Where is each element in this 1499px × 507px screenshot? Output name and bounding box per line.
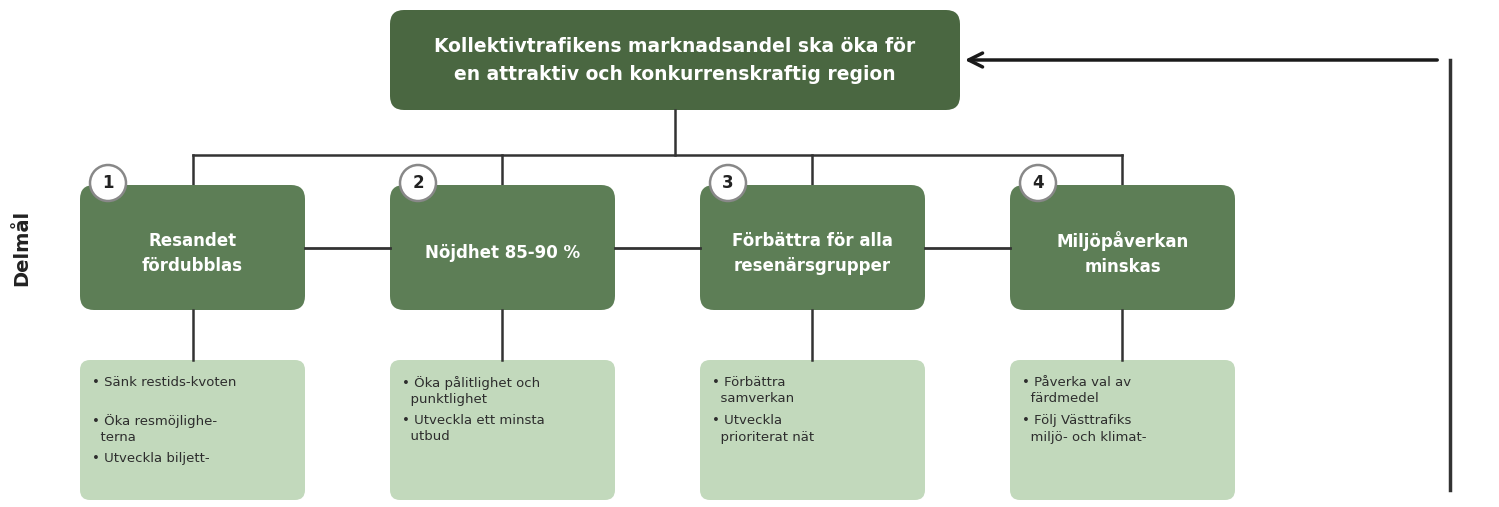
Text: • Påverka val av
  färdmedel: • Påverka val av färdmedel	[1022, 376, 1132, 406]
Text: • Följ Västtrafiks
  miljö- och klimat-: • Följ Västtrafiks miljö- och klimat-	[1022, 414, 1147, 444]
Text: Kollektivtrafikens marknadsandel ska öka för
en attraktiv och konkurrenskraftig : Kollektivtrafikens marknadsandel ska öka…	[435, 37, 916, 84]
Text: • Öka pålitlighet och
  punktlighet: • Öka pålitlighet och punktlighet	[402, 376, 540, 407]
Text: • Utveckla biljett-: • Utveckla biljett-	[91, 452, 210, 465]
Text: Nöjdhet 85-90 %: Nöjdhet 85-90 %	[424, 244, 580, 263]
Text: • Utveckla ett minsta
  utbud: • Utveckla ett minsta utbud	[402, 414, 544, 444]
FancyBboxPatch shape	[700, 185, 925, 310]
Text: 4: 4	[1033, 174, 1043, 192]
Text: Delmål: Delmål	[12, 209, 31, 285]
Text: 2: 2	[412, 174, 424, 192]
Text: Miljöpåverkan
minskas: Miljöpåverkan minskas	[1057, 231, 1189, 276]
Text: 3: 3	[723, 174, 735, 192]
FancyBboxPatch shape	[390, 10, 959, 110]
Text: Förbättra för alla
resenärsgrupper: Förbättra för alla resenärsgrupper	[732, 232, 893, 275]
FancyBboxPatch shape	[1010, 360, 1235, 500]
Text: • Öka resmöjlighe-
  terna: • Öka resmöjlighe- terna	[91, 414, 217, 445]
FancyBboxPatch shape	[700, 360, 925, 500]
Circle shape	[90, 165, 126, 201]
Text: Resandet
fördubblas: Resandet fördubblas	[142, 232, 243, 275]
Text: 1: 1	[102, 174, 114, 192]
FancyBboxPatch shape	[390, 185, 615, 310]
Circle shape	[400, 165, 436, 201]
FancyBboxPatch shape	[390, 360, 615, 500]
Circle shape	[1019, 165, 1055, 201]
FancyBboxPatch shape	[1010, 185, 1235, 310]
FancyBboxPatch shape	[79, 360, 304, 500]
Text: • Utveckla
  prioriterat nät: • Utveckla prioriterat nät	[712, 414, 814, 444]
Circle shape	[711, 165, 747, 201]
Text: • Förbättra
  samverkan: • Förbättra samverkan	[712, 376, 794, 406]
Text: • Sänk restids-kvoten: • Sänk restids-kvoten	[91, 376, 237, 389]
FancyBboxPatch shape	[79, 185, 304, 310]
